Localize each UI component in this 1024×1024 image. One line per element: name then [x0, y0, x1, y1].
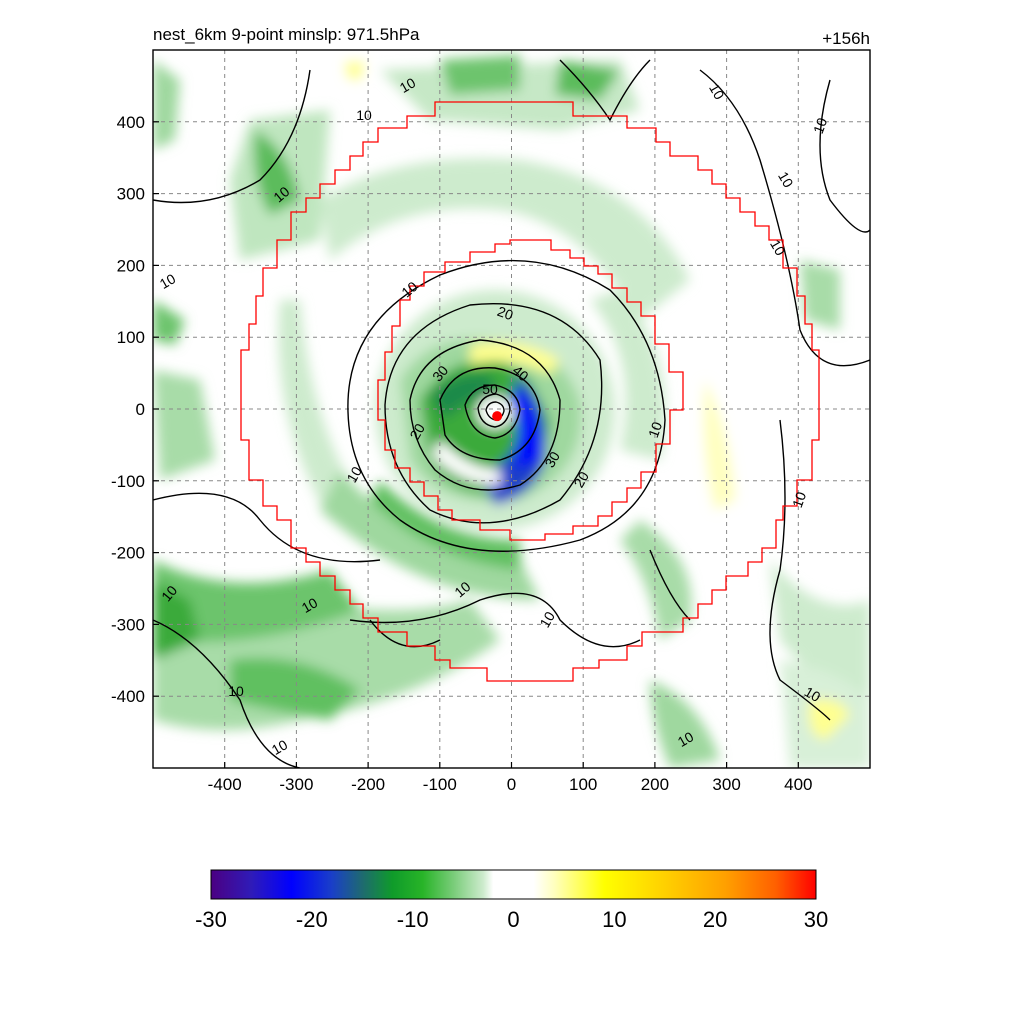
x-tick-label: 0 — [507, 775, 516, 794]
colorbar-tick-label: 30 — [804, 907, 828, 932]
contour-label: 10 — [706, 81, 728, 103]
contour-label: 10 — [397, 74, 419, 96]
time-label: +156h — [822, 29, 870, 48]
y-tick-label: -100 — [111, 472, 145, 491]
y-tick-label: 0 — [136, 400, 145, 419]
contour-label: 20 — [570, 469, 592, 491]
colorbar-bar — [210, 869, 817, 900]
colorbar-tick-label: 20 — [703, 907, 727, 932]
colorbar-tick-label: 10 — [602, 907, 626, 932]
contour-label: 10 — [767, 237, 789, 259]
contour-label: 10 — [802, 683, 824, 705]
nest-boundaries — [240, 101, 820, 682]
contour-label: 10 — [228, 683, 244, 699]
chart-title: nest_6km 9-point minslp: 971.5hPa — [153, 25, 420, 44]
contour-label: 20 — [406, 421, 428, 443]
contour-label: 10 — [157, 270, 179, 292]
contour-label: 10 — [356, 107, 372, 123]
y-tick-label: 300 — [117, 185, 145, 204]
colorbar-ticks: -30 -20 -10 0 10 20 30 — [195, 907, 828, 932]
x-tick-label: -400 — [208, 775, 242, 794]
y-tick-label: 100 — [117, 328, 145, 347]
contour-labels: 1010101010101010101010101010101010101010… — [157, 74, 831, 758]
x-tick-label: 200 — [641, 775, 669, 794]
x-tick-label: -300 — [279, 775, 313, 794]
y-tick-label: -300 — [111, 615, 145, 634]
contour-label: 30 — [541, 449, 563, 471]
contour-label: 20 — [495, 303, 515, 323]
contour-label: 50 — [482, 381, 498, 397]
y-tick-label: -400 — [111, 687, 145, 706]
contour-label: 10 — [645, 419, 665, 439]
contour-label: 10 — [775, 169, 797, 191]
storm-center-marker — [492, 411, 503, 422]
y-tick-label: -200 — [111, 544, 145, 563]
x-axis: -400 -300 -200 -100 0 100 200 300 400 — [208, 762, 812, 794]
x-tick-label: 400 — [784, 775, 812, 794]
contour-label: 10 — [299, 594, 321, 616]
contour-label: 10 — [789, 489, 809, 509]
x-tick-label: -200 — [351, 775, 385, 794]
x-tick-label: 300 — [712, 775, 740, 794]
colorbar-tick-label: 0 — [507, 907, 519, 932]
contour-label: 10 — [536, 609, 558, 631]
colorbar-tick-label: -10 — [397, 907, 429, 932]
y-tick-label: 400 — [117, 113, 145, 132]
contour-label: 10 — [675, 728, 697, 750]
contour-label: 10 — [810, 115, 830, 135]
colorbar-tick-label: -20 — [296, 907, 328, 932]
contour-label: 10 — [269, 736, 291, 758]
x-tick-label: -100 — [423, 775, 457, 794]
shaded-field — [153, 55, 870, 768]
contour-label: 10 — [343, 464, 365, 486]
colorbar-tick-label: -30 — [195, 907, 227, 932]
x-tick-label: 100 — [569, 775, 597, 794]
y-tick-label: 200 — [117, 256, 145, 275]
y-axis: 400 300 200 100 0 -100 -200 -300 -400 — [111, 113, 159, 706]
